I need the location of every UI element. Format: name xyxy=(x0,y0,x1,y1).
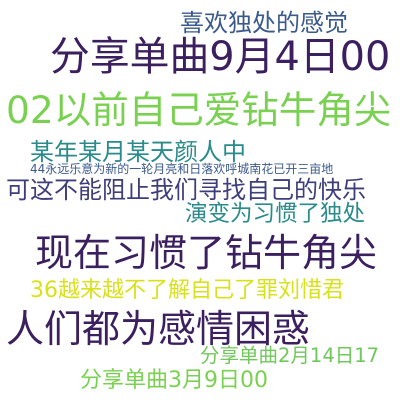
word-10: 人们都为感情困惑 xyxy=(6,307,311,351)
word-6: 可这不能阻止我们寻找自己的快乐 xyxy=(6,176,366,204)
word-2: 分享单曲9月4日00 xyxy=(50,34,391,80)
word-7: 演变为习惯了独处 xyxy=(185,201,366,227)
word-8: 现在习惯了钻牛角尖 xyxy=(35,231,378,275)
word-5: 44永远乐意为新的一轮月亮和日落欢呼城南花已开三亩地 xyxy=(30,162,334,176)
word-3: 02以前自己爱钻牛角尖 xyxy=(6,88,392,132)
word-9: 36越来越不了解自己了罪刘惜君 xyxy=(30,278,344,303)
word-12: 分享单曲3月9日00 xyxy=(80,368,268,393)
word-1: 喜欢独处的感觉 xyxy=(180,9,348,37)
word-4: 某年某月某天颜人中 xyxy=(30,138,246,166)
word-11: 分享单曲2月14日17 xyxy=(200,344,380,367)
